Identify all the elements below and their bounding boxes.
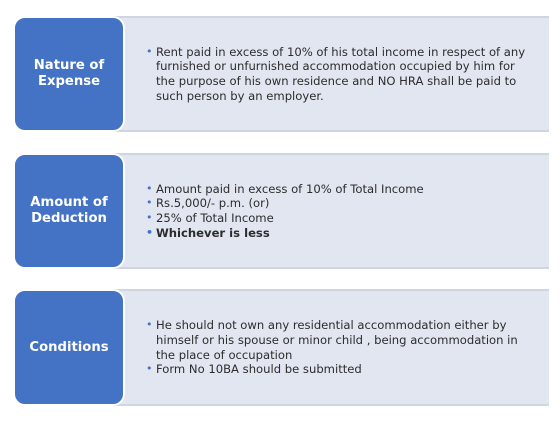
row-nature-of-expense: Rent paid in excess of 10% of his total … (13, 16, 549, 132)
label-box: Nature of Expense (13, 16, 125, 132)
list-item: Rent paid in excess of 10% of his total … (146, 45, 533, 103)
bullet-list: He should not own any residential accomm… (146, 318, 533, 376)
list-item: He should not own any residential accomm… (146, 318, 533, 362)
label-line: Amount of (30, 195, 108, 210)
label-line: Expense (37, 74, 101, 89)
label-line: Nature of (33, 58, 105, 73)
row-amount-of-deduction: Amount paid in excess of 10% of Total In… (13, 153, 549, 269)
label-line: Deduction (31, 211, 107, 226)
list-item-emphasis: Whichever is less (146, 226, 533, 241)
label-box: Conditions (13, 289, 125, 406)
list-item: Form No 10BA should be submitted (146, 362, 533, 377)
list-item: Amount paid in excess of 10% of Total In… (146, 182, 533, 197)
content-text: Rent paid in excess of 10% of his total … (146, 16, 533, 132)
list-item: Rs.5,000/- p.m. (or) (146, 196, 533, 211)
content-text: He should not own any residential accomm… (146, 289, 533, 406)
bullet-list: Rent paid in excess of 10% of his total … (146, 45, 533, 103)
bullet-list: Amount paid in excess of 10% of Total In… (146, 182, 533, 240)
label-box: Amount of Deduction (13, 153, 125, 269)
row-conditions: He should not own any residential accomm… (13, 289, 549, 406)
label-line: Conditions (29, 339, 109, 355)
content-text: Amount paid in excess of 10% of Total In… (146, 153, 533, 269)
list-item: 25% of Total Income (146, 211, 533, 226)
